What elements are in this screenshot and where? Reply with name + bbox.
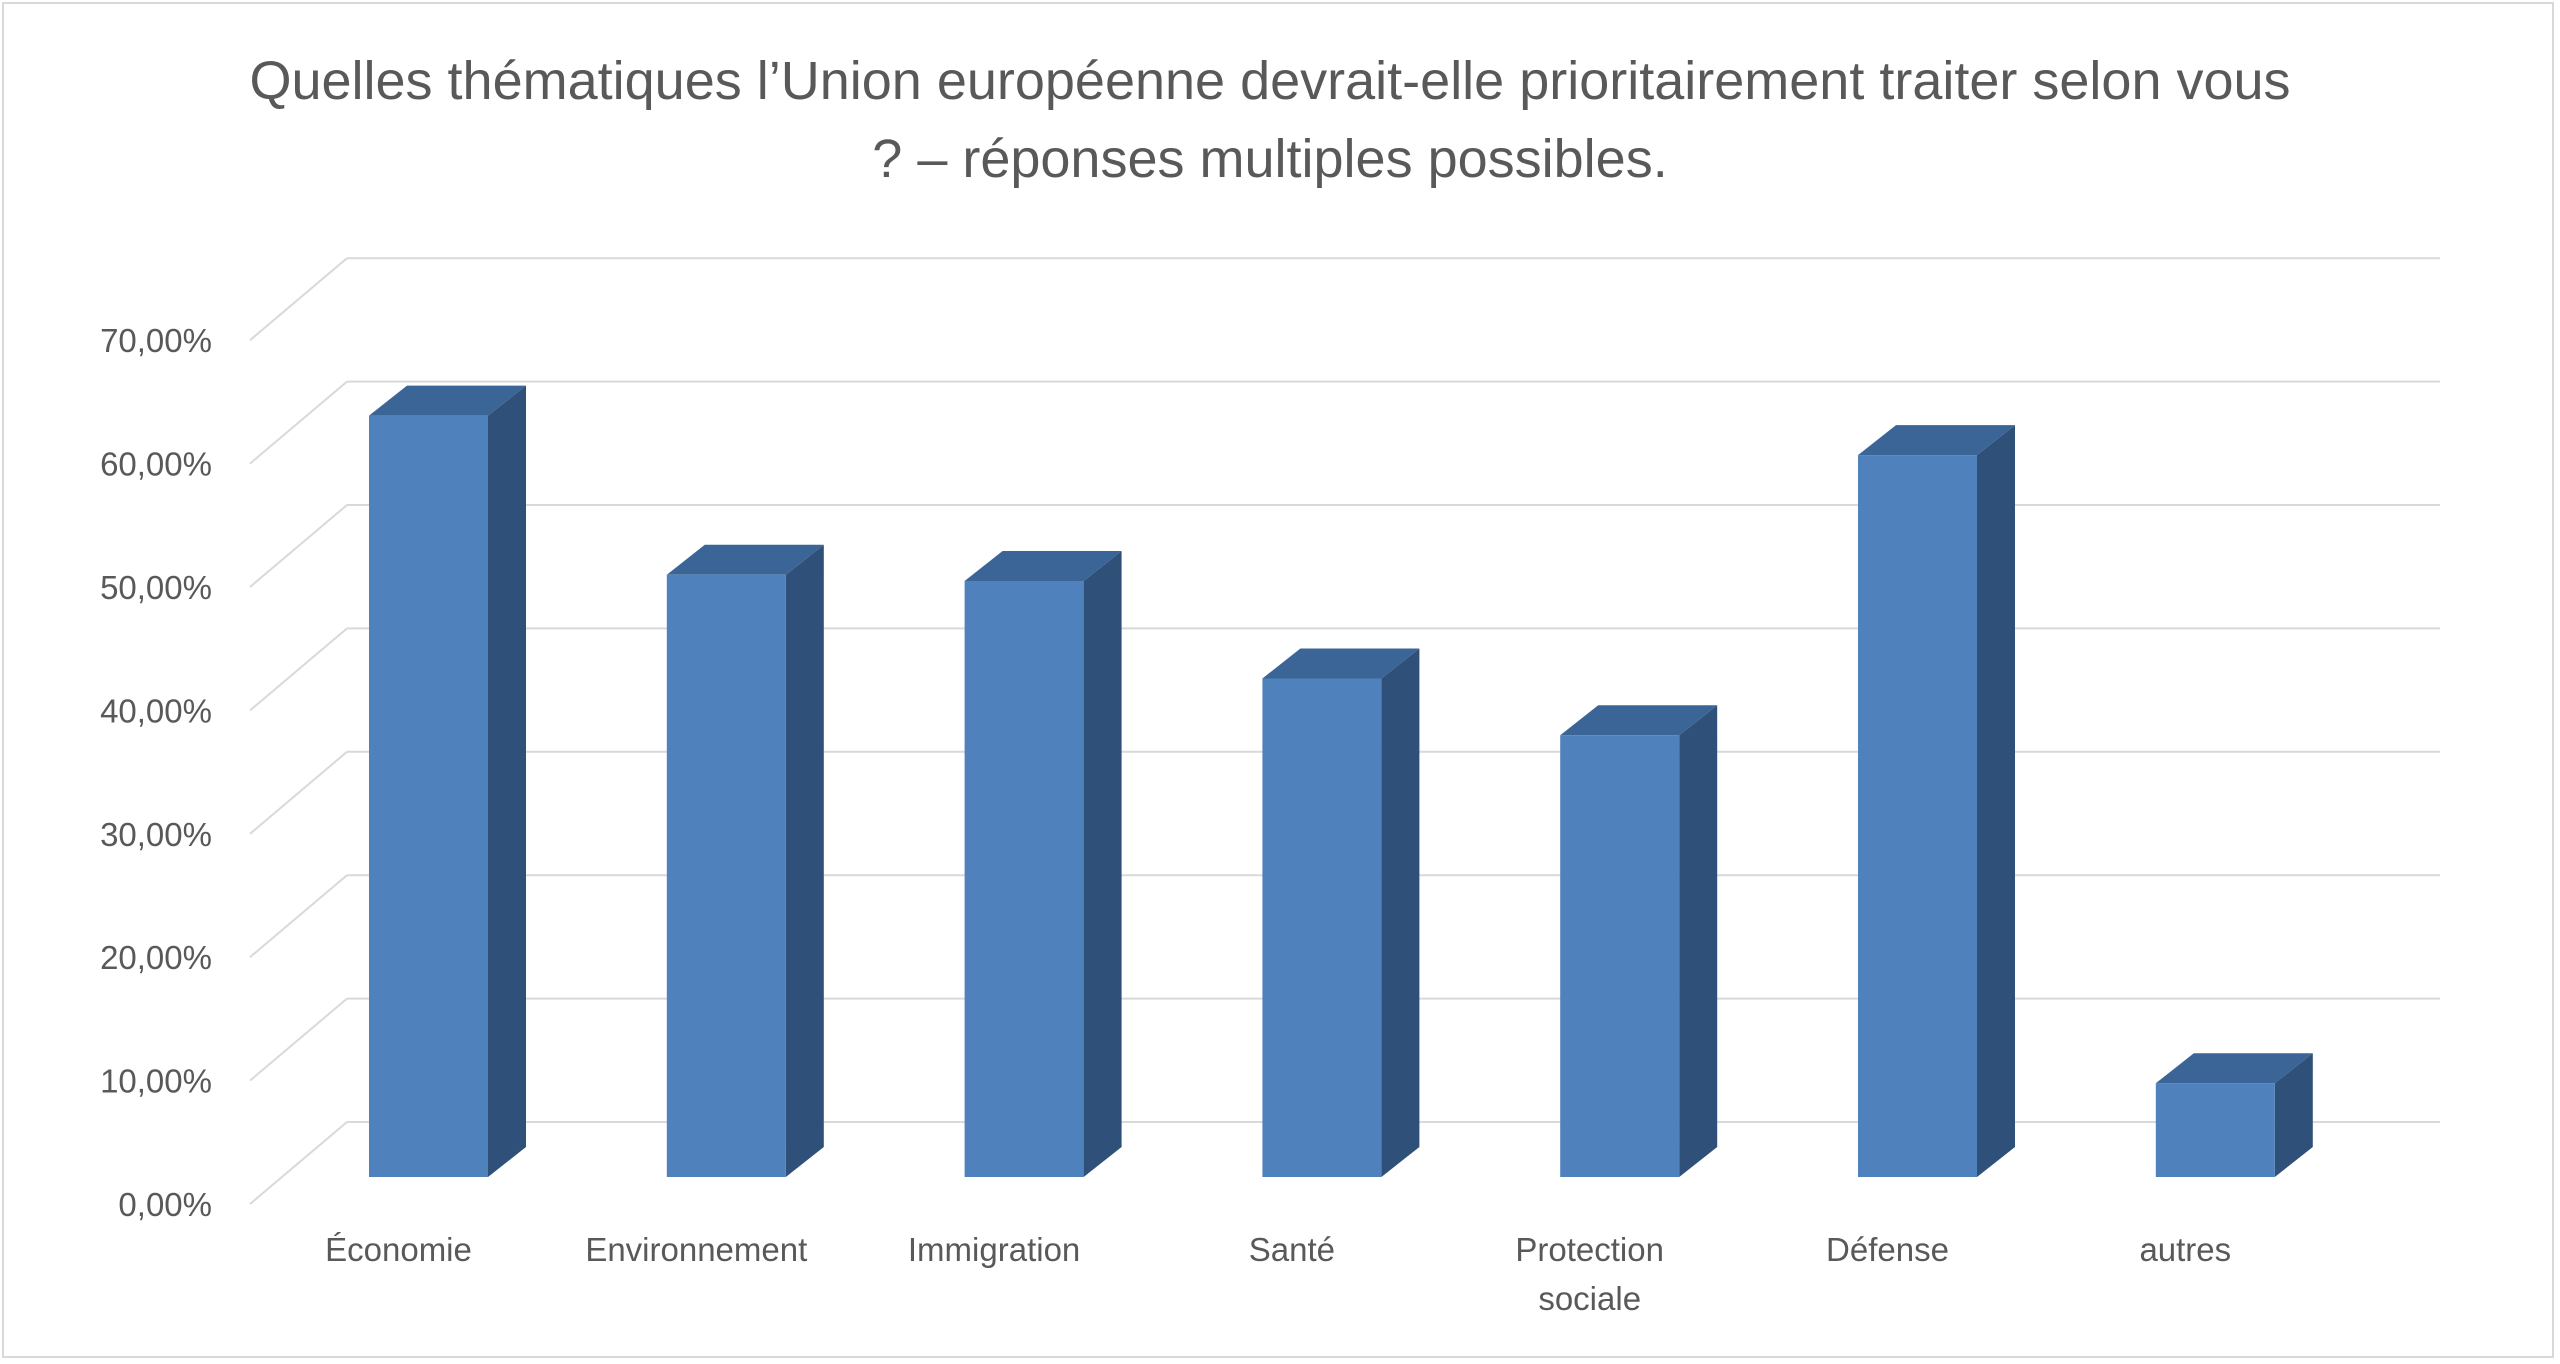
y-tick-label: 50,00% [100,569,212,606]
bar [1560,705,1718,1177]
y-tick-label: 10,00% [100,1063,212,1100]
bar-top-face [1560,705,1718,736]
y-axis-tick-labels: 0,00% 10,00% 20,00% 30,00% 40,00% 50,00% 60,00… [100,322,212,1223]
bar-side-face [1977,425,2015,1177]
category-label: Immigration [908,1231,1080,1268]
bar [666,544,824,1177]
bars [369,385,2313,1177]
bar-top-face [369,385,526,416]
x-axis-category-labels: Économie Environnement Immigration Santé Pro… [325,1231,2231,1317]
y-tick-label: 70,00% [100,322,212,359]
bar-top-face [666,544,824,575]
bar-top-face [1262,648,1420,679]
gridline-side [249,257,348,341]
bar [964,550,1122,1177]
bar-side-face [1083,550,1122,1177]
bar-side-face [1381,648,1420,1177]
bar [2155,1053,2313,1177]
category-label: Économie [325,1231,472,1268]
y-tick-label: 0,00% [118,1186,212,1223]
category-label: Protection sociale [1515,1231,1664,1317]
bar-side-face [785,544,824,1177]
y-tick-label: 60,00% [100,446,212,483]
bar-side-face [2274,1053,2313,1177]
bar-front-face [1858,455,1977,1177]
bar-front-face [369,415,488,1177]
bar-top-face [964,550,1122,581]
bar [1262,648,1420,1177]
bar [1858,425,2015,1177]
gridline-side [249,627,348,712]
gridline-side [249,1121,348,1205]
chart-title: Quelles thématiques l’Union européenne d… [249,51,2291,189]
y-tick-label: 20,00% [100,939,212,976]
category-label: Santé [1249,1231,1335,1268]
bar-front-face [666,574,786,1177]
y-tick-label: 40,00% [100,692,212,729]
y-tick-label: 30,00% [100,816,212,853]
bar-front-face [1262,678,1382,1177]
bar [369,385,526,1177]
gridline-side [249,380,348,465]
bar-top-face [2155,1053,2313,1084]
bar-side-face [1679,705,1718,1177]
gridline-side [249,504,348,588]
gridline-side [249,874,348,958]
bar-front-face [1560,735,1680,1177]
bar-front-face [964,580,1084,1177]
category-label: Défense [1826,1231,1949,1268]
gridline-side [249,751,348,835]
category-label: autres [2139,1231,2231,1268]
gridline-side [249,997,348,1082]
category-label: Environnement [585,1231,807,1268]
bar-front-face [2155,1083,2275,1177]
bar-side-face [488,385,526,1177]
bar-top-face [1858,425,2015,456]
